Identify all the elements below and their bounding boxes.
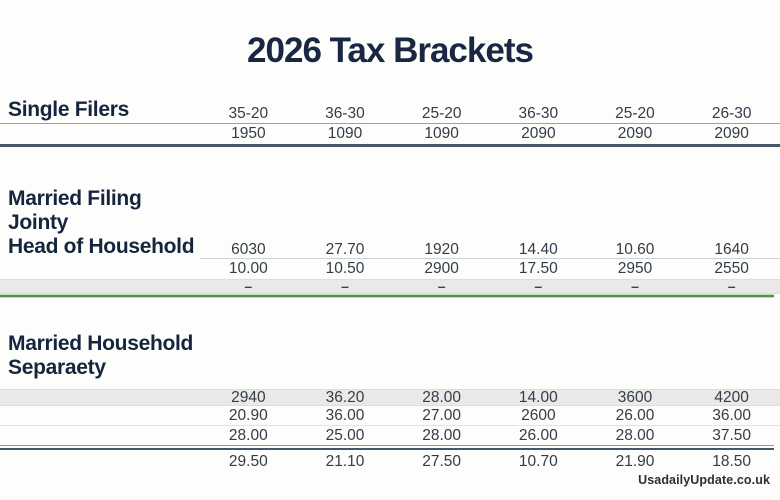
table-cell: 25-20 bbox=[421, 105, 462, 122]
table-cell: 10.50 bbox=[325, 260, 365, 277]
table-cell: 28.00 bbox=[422, 427, 462, 444]
table-row: 28.00 25.00 28.00 26.00 28.00 37.50 bbox=[0, 426, 780, 445]
table-cell: 10.70 bbox=[518, 453, 558, 470]
table-cell: 2090 bbox=[617, 125, 653, 142]
table-cell: 1090 bbox=[327, 125, 363, 142]
table-cell: 2090 bbox=[714, 125, 749, 142]
table-cell: 20.90 bbox=[228, 407, 268, 424]
section-heading-line: Separaety bbox=[8, 356, 106, 379]
table-row: 1950 1090 1090 2090 2090 2090 bbox=[0, 124, 780, 147]
table-row: Married Filing Jointy Head of Household … bbox=[0, 187, 780, 259]
table-cell: 26-30 bbox=[711, 105, 752, 122]
table-cell-dash: – bbox=[341, 278, 349, 294]
table-cell-dash: – bbox=[534, 278, 543, 294]
table-cell: 2600 bbox=[521, 407, 556, 424]
table-row: 10.00 10.50 2900 17.50 2950 2550 bbox=[0, 259, 780, 279]
table-cell: 35-20 bbox=[228, 105, 269, 122]
table-cell: 36-30 bbox=[518, 105, 559, 122]
table-cell-dash: – bbox=[631, 278, 639, 294]
table-cell: 10.00 bbox=[228, 260, 268, 277]
table-cell: 10.60 bbox=[586, 241, 684, 259]
table-cell: 14.40 bbox=[489, 241, 587, 259]
table-row: Single Filers 35-20 36-30 25-20 36-30 25… bbox=[0, 98, 780, 124]
table-row-dashes: – – – – – – bbox=[0, 279, 780, 294]
double-rule bbox=[0, 445, 774, 450]
table-cell: 37.50 bbox=[712, 427, 752, 444]
table-cell: 36.00 bbox=[712, 407, 752, 424]
section-heading-single-filers: Single Filers bbox=[8, 98, 129, 121]
table-cell: 2940 bbox=[231, 389, 266, 406]
page-title: 2026 Tax Brackets bbox=[247, 31, 534, 70]
table-cell: 36.20 bbox=[325, 389, 365, 406]
table-cell: 26.00 bbox=[615, 407, 655, 424]
table-cell: 25.00 bbox=[325, 427, 365, 444]
table-cell: 2090 bbox=[521, 125, 556, 142]
table-cell: 28.00 bbox=[615, 427, 655, 444]
table-cell: 27.50 bbox=[422, 453, 462, 470]
table-cell: 1920 bbox=[393, 241, 490, 259]
table-cell-dash: – bbox=[437, 278, 446, 294]
table-cell: 14.00 bbox=[518, 389, 558, 406]
table-cell: 21.10 bbox=[325, 453, 365, 470]
table-cell: 3600 bbox=[617, 389, 653, 406]
section-rows: 2940 36.20 28.00 14.00 3600 4200 20.90 3… bbox=[0, 389, 780, 472]
table-cell: 36.00 bbox=[325, 407, 365, 424]
table-cell: 2900 bbox=[424, 260, 459, 277]
table-cell: 27.70 bbox=[296, 241, 394, 259]
table-cell: 26.00 bbox=[518, 427, 558, 444]
green-divider-line bbox=[0, 294, 774, 298]
watermark-source-label: UsadailyUpdate.co.uk bbox=[638, 473, 770, 487]
table-cell-dash: – bbox=[727, 278, 736, 294]
table-cell: 25-20 bbox=[615, 105, 655, 122]
section-heading-line: Head of Household bbox=[8, 235, 195, 258]
table-row: 2940 36.20 28.00 14.00 3600 4200 bbox=[0, 389, 780, 406]
section-married-household-separately: Married Household Separaety 2940 36.20 2… bbox=[0, 332, 780, 472]
table-cell: 28.00 bbox=[228, 427, 268, 444]
table-cell: 2550 bbox=[714, 260, 749, 277]
table-row: 29.50 21.10 27.50 10.70 21.90 18.50 bbox=[0, 450, 780, 472]
table-cell: 18.50 bbox=[712, 453, 752, 470]
table-cell: 2950 bbox=[617, 260, 653, 277]
table-cell-dash: – bbox=[244, 278, 253, 294]
table-cell: 36-30 bbox=[325, 105, 365, 122]
table-cell: 28.00 bbox=[422, 389, 462, 406]
section-married-filing-jointly: Married Filing Jointy Head of Household … bbox=[0, 187, 780, 298]
table-cell: 1950 bbox=[231, 125, 266, 142]
table-cell: 4200 bbox=[714, 389, 749, 406]
section-heading-line: Married Filing Jointy bbox=[8, 187, 142, 234]
section-heading-block: Married Household Separaety bbox=[0, 332, 780, 380]
table-cell: 1640 bbox=[683, 241, 780, 259]
table-row: 20.90 36.00 27.00 2600 26.00 36.00 bbox=[0, 406, 780, 426]
table-cell: 21.90 bbox=[615, 453, 655, 470]
section-heading-block: Married Filing Jointy Head of Household bbox=[0, 187, 200, 259]
table-cell: 1090 bbox=[424, 125, 459, 142]
table-cell: 29.50 bbox=[228, 453, 268, 470]
table-cell: 6030 bbox=[200, 241, 297, 259]
table-cell: 17.50 bbox=[518, 260, 558, 277]
section-heading-line: Married Household bbox=[8, 332, 194, 355]
section-single-filers: Single Filers 35-20 36-30 25-20 36-30 25… bbox=[0, 98, 780, 147]
table-cell: 27.00 bbox=[422, 407, 462, 424]
